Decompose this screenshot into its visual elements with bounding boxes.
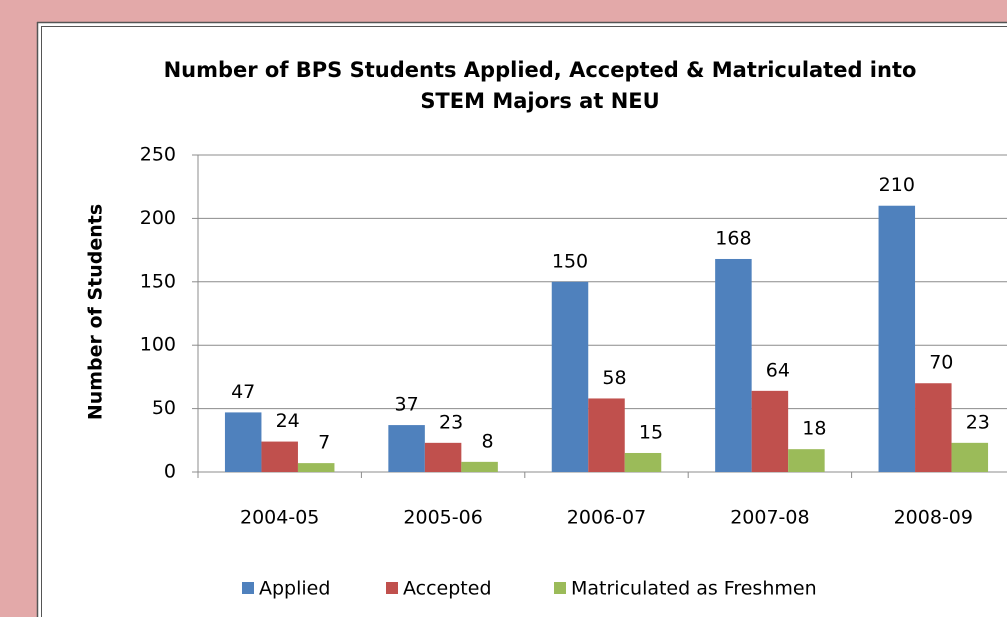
- bar: [551, 281, 589, 472]
- data-label: 70: [929, 352, 953, 374]
- x-tick-label: 2008-09: [894, 507, 973, 529]
- x-tick-label: 2004-05: [240, 507, 319, 529]
- chart-title: Number of BPS Students Applied, Accepted…: [164, 58, 917, 82]
- bar: [915, 383, 952, 472]
- data-label: 18: [802, 418, 826, 440]
- y-tick-label: 200: [140, 207, 176, 229]
- bar: [261, 441, 298, 472]
- legend-label: Applied: [259, 578, 330, 600]
- bar: [624, 452, 662, 472]
- legend-label: Matriculated as Freshmen: [571, 578, 817, 600]
- chart-panel: [37, 22, 1007, 617]
- data-label: 150: [552, 250, 588, 272]
- legend-swatch: [242, 582, 254, 594]
- bar: [424, 442, 462, 472]
- bar: [388, 425, 425, 472]
- data-label: 23: [966, 411, 990, 433]
- y-tick-label: 0: [164, 461, 176, 483]
- y-tick-label: 50: [152, 397, 176, 419]
- y-tick-label: 250: [140, 144, 176, 166]
- data-label: 168: [715, 227, 751, 249]
- bar: [588, 398, 625, 472]
- chart-title: STEM Majors at NEU: [420, 89, 659, 113]
- bar: [715, 258, 752, 472]
- legend-swatch: [386, 582, 398, 594]
- data-label: 47: [231, 381, 255, 403]
- bar: [297, 463, 335, 472]
- x-tick-label: 2007-08: [730, 507, 809, 529]
- y-tick-label: 150: [140, 270, 176, 292]
- bar: [461, 461, 498, 472]
- data-label: 15: [639, 421, 663, 443]
- legend-swatch: [554, 582, 566, 594]
- bar: [878, 205, 916, 472]
- x-tick-label: 2006-07: [567, 507, 646, 529]
- data-label: 58: [602, 367, 626, 389]
- data-label: 8: [482, 430, 494, 452]
- data-label: 64: [766, 359, 790, 381]
- data-label: 210: [879, 174, 915, 196]
- y-axis-title: Number of Students: [85, 204, 107, 420]
- data-label: 37: [395, 394, 419, 416]
- bar: [224, 412, 262, 472]
- y-tick-label: 100: [140, 334, 176, 356]
- legend-label: Accepted: [403, 578, 492, 600]
- data-label: 23: [439, 411, 463, 433]
- data-label: 7: [318, 432, 330, 454]
- bar: [788, 449, 825, 472]
- x-tick-label: 2005-06: [403, 507, 482, 529]
- bar: [751, 390, 789, 472]
- bar: [951, 442, 989, 472]
- data-label: 24: [276, 410, 300, 432]
